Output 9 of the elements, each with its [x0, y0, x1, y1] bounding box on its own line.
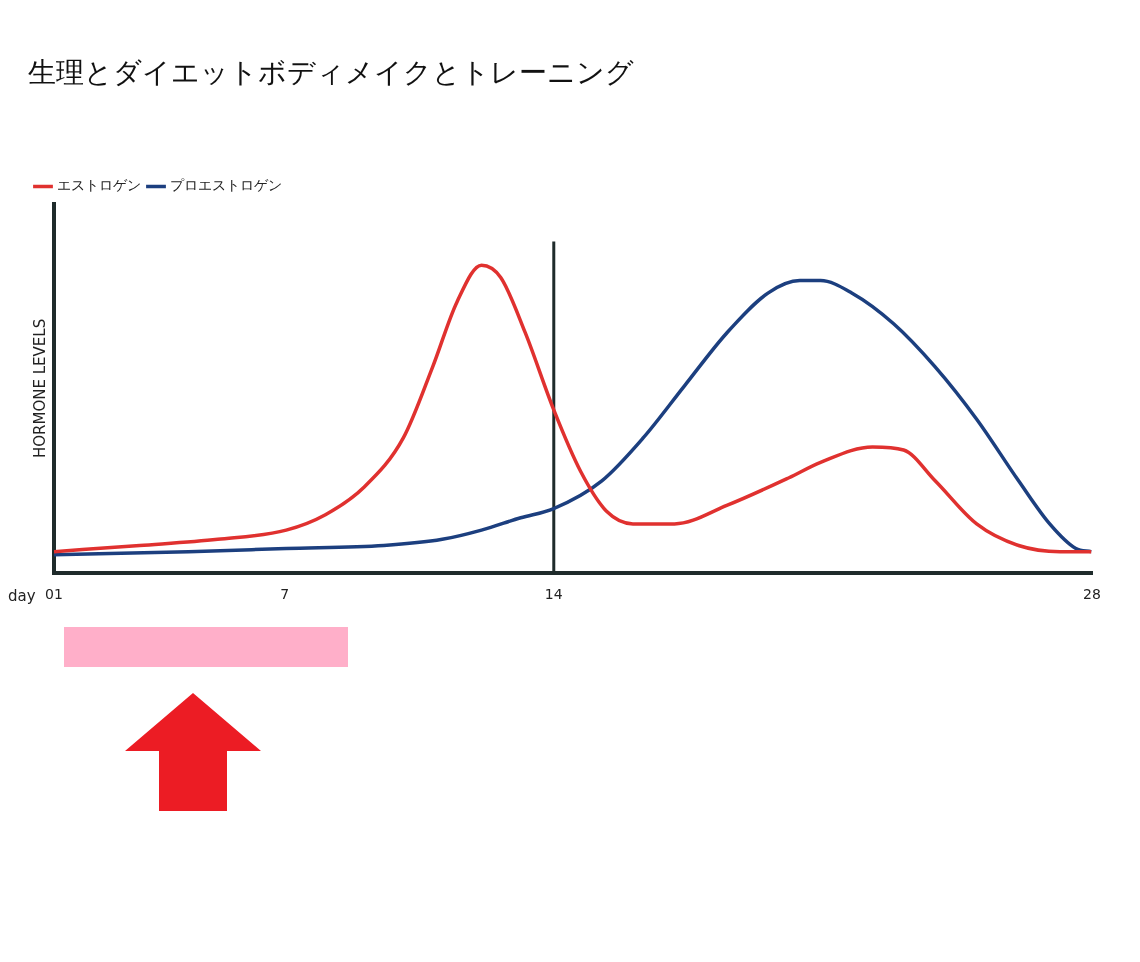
legend-label: エストロゲン [57, 177, 141, 194]
x-axis-title: day [8, 586, 36, 605]
x-tick-label: 28 [1083, 586, 1101, 603]
x-tick-label: 01 [45, 586, 63, 603]
y-axis-title: HORMONE LEVELS [30, 318, 49, 458]
x-tick-label: 7 [280, 586, 290, 603]
legend-label: プロエストロゲン [170, 177, 282, 194]
x-tick-label: 14 [544, 586, 563, 603]
chart-title: 生理とダイエットボディメイクとトレーニング [28, 56, 634, 90]
